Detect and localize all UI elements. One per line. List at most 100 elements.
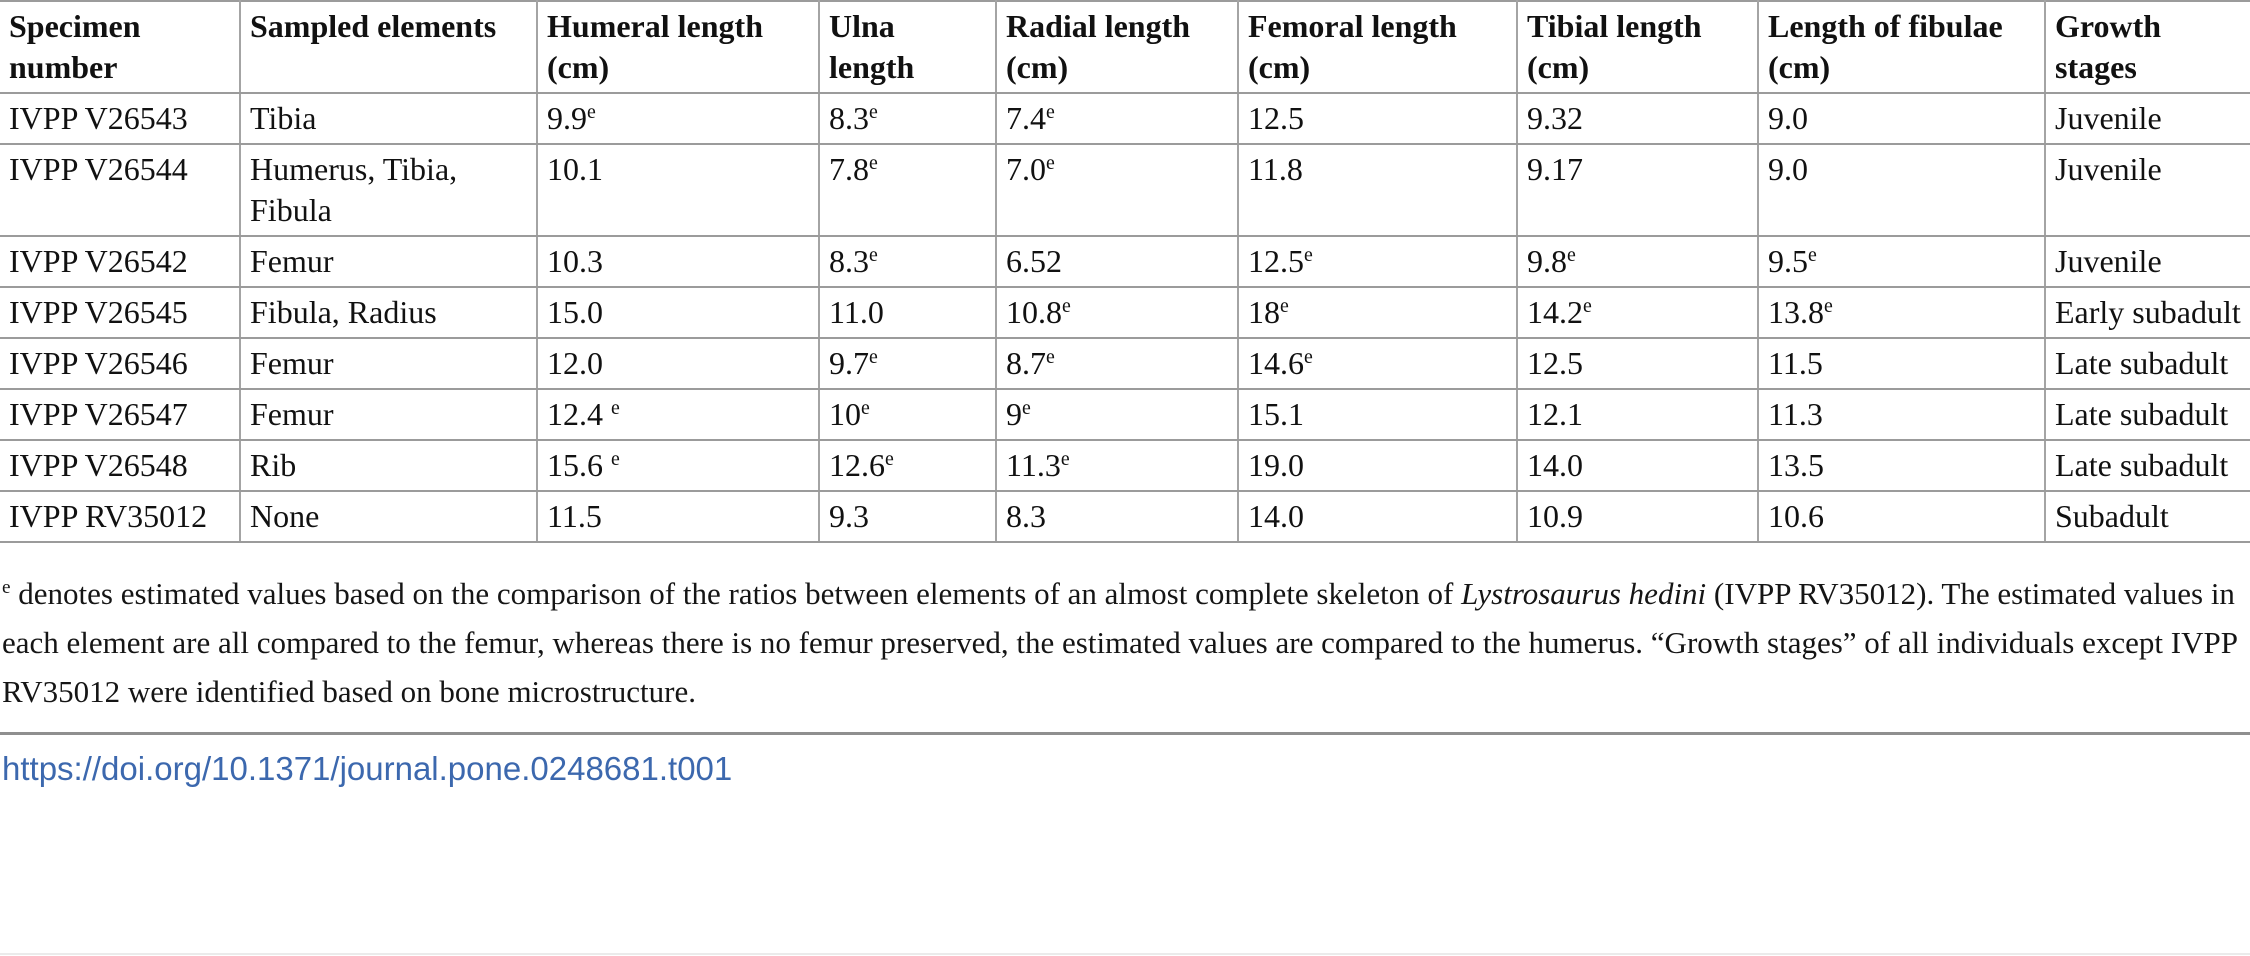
table-cell: 9.5e [1757,236,2045,288]
estimated-value-marker: e [869,152,878,175]
column-header: Humeral length (cm) [536,1,819,94]
estimated-value-marker: e [1046,101,1055,124]
table-cell: Rib [239,440,537,492]
estimated-value-marker: e [587,101,596,124]
column-header: Tibial length (cm) [1516,1,1758,94]
estimated-value-marker: e [1280,295,1289,318]
table-cell: 9.0 [1757,93,2045,145]
table-cell: 11.5 [1757,338,2045,390]
table-cell: 8.3e [818,236,996,288]
table-cell: IVPP RV35012 [0,491,240,543]
table-cell: 7.4e [995,93,1238,145]
estimated-value-marker: e [1046,346,1055,369]
table-cell: Femur [239,338,537,390]
footnote-text-after-species: (IVPP RV35012). The estimated values in … [2,576,2237,709]
table-cell: Subadult [2044,491,2250,543]
table-cell: 13.5 [1757,440,2045,492]
column-header: Femoral length (cm) [1237,1,1517,94]
table-cell: Femur [239,236,537,288]
table-cell: 8.3 [995,491,1238,543]
table-cell: 11.5 [536,491,819,543]
table-row: IVPP V26548 Rib 15.6 e 12.6e 11.3e 19.0 14.0 13… [0,440,2250,492]
specimen-measurements-table: Specimen number Sampled elements Humeral l… [0,0,2250,543]
estimated-value-marker: e [1567,244,1576,267]
table-cell: IVPP V26545 [0,287,240,339]
table-cell: 11.3 [1757,389,2045,441]
table-cell: 10.8e [995,287,1238,339]
table-cell: 9e [995,389,1238,441]
doi-link[interactable]: https://doi.org/10.1371/journal.pone.024… [2,750,733,787]
table-cell: 12.1 [1516,389,1758,441]
table-cell: 12.5e [1237,236,1517,288]
table-cell: 9.17 [1516,144,1758,237]
estimated-value-marker: e [861,397,870,420]
table-cell: 11.3e [995,440,1238,492]
table-cell: 14.0 [1237,491,1517,543]
table-row: IVPP V26544 Humerus, Tibia, Fibula 10.1 7.8… [0,144,2250,237]
table-cell: IVPP V26543 [0,93,240,145]
table-cell: Femur [239,389,537,441]
table-cell: 14.0 [1516,440,1758,492]
table-cell: 15.0 [536,287,819,339]
table-header-row: Specimen number Sampled elements Humeral l… [0,1,2250,94]
estimated-value-marker: e [611,397,620,420]
table-row: IVPP RV35012 None 11.5 9.3 8.3 14.0 10.9 10.6 Su… [0,491,2250,543]
estimated-value-marker: e [885,448,894,471]
footnote-text-before-species: denotes estimated values based on the co… [10,576,1462,611]
table-cell: 9.3 [818,491,996,543]
table-cell: 9.32 [1516,93,1758,145]
table-cell: 12.0 [536,338,819,390]
table-cell: Juvenile [2044,236,2250,288]
table-cell: 10.1 [536,144,819,237]
estimated-value-marker: e [611,448,620,471]
divider-line [0,732,2250,735]
table-cell: 11.0 [818,287,996,339]
table-cell: 9.9e [536,93,819,145]
table-cell: 12.5 [1516,338,1758,390]
table-cell: None [239,491,537,543]
estimated-value-marker: e [869,101,878,124]
table-cell: IVPP V26546 [0,338,240,390]
table-cell: 10.6 [1757,491,2045,543]
table-cell: Tibia [239,93,537,145]
table-cell: 11.8 [1237,144,1517,237]
table-row: IVPP V26547 Femur 12.4 e 10e 9e 15.1 12.1 11.3 L… [0,389,2250,441]
table-cell: Late subadult [2044,440,2250,492]
table-cell: 8.7e [995,338,1238,390]
table-cell: Humerus, Tibia, Fibula [239,144,537,237]
table-cell: 12.6e [818,440,996,492]
table-row: IVPP V26543 Tibia 9.9e 8.3e 7.4e 12.5 9.32 9.0 J… [0,93,2250,145]
column-header: Length of fibulae (cm) [1757,1,2045,94]
table-cell: 12.4 e [536,389,819,441]
estimated-value-marker: e [1304,244,1313,267]
table-cell: IVPP V26548 [0,440,240,492]
table-cell: 9.8e [1516,236,1758,288]
table-cell: 14.2e [1516,287,1758,339]
table-cell: 10.3 [536,236,819,288]
table-cell: Late subadult [2044,338,2250,390]
table-cell: Fibula, Radius [239,287,537,339]
estimated-value-marker: e [1062,295,1071,318]
table-cell: 12.5 [1237,93,1517,145]
table-cell: 10.9 [1516,491,1758,543]
estimated-value-marker: e [1583,295,1592,318]
table-cell: Juvenile [2044,144,2250,237]
table-cell: 19.0 [1237,440,1517,492]
estimated-value-marker: e [1808,244,1817,267]
column-header: Specimen number [0,1,240,94]
column-header: Growth stages [2044,1,2250,94]
estimated-value-marker: e [1022,397,1031,420]
column-header: Ulna length [818,1,996,94]
table-cell: 7.0e [995,144,1238,237]
table-cell: Late subadult [2044,389,2250,441]
table-cell: 13.8e [1757,287,2045,339]
table-cell: 14.6e [1237,338,1517,390]
table-cell: IVPP V26544 [0,144,240,237]
table-row: IVPP V26546 Femur 12.0 9.7e 8.7e 14.6e 12.5 11.… [0,338,2250,390]
table-cell: 9.0 [1757,144,2045,237]
table-cell: 8.3e [818,93,996,145]
estimated-value-marker: e [1304,346,1313,369]
table-cell: Juvenile [2044,93,2250,145]
column-header: Sampled elements [239,1,537,94]
